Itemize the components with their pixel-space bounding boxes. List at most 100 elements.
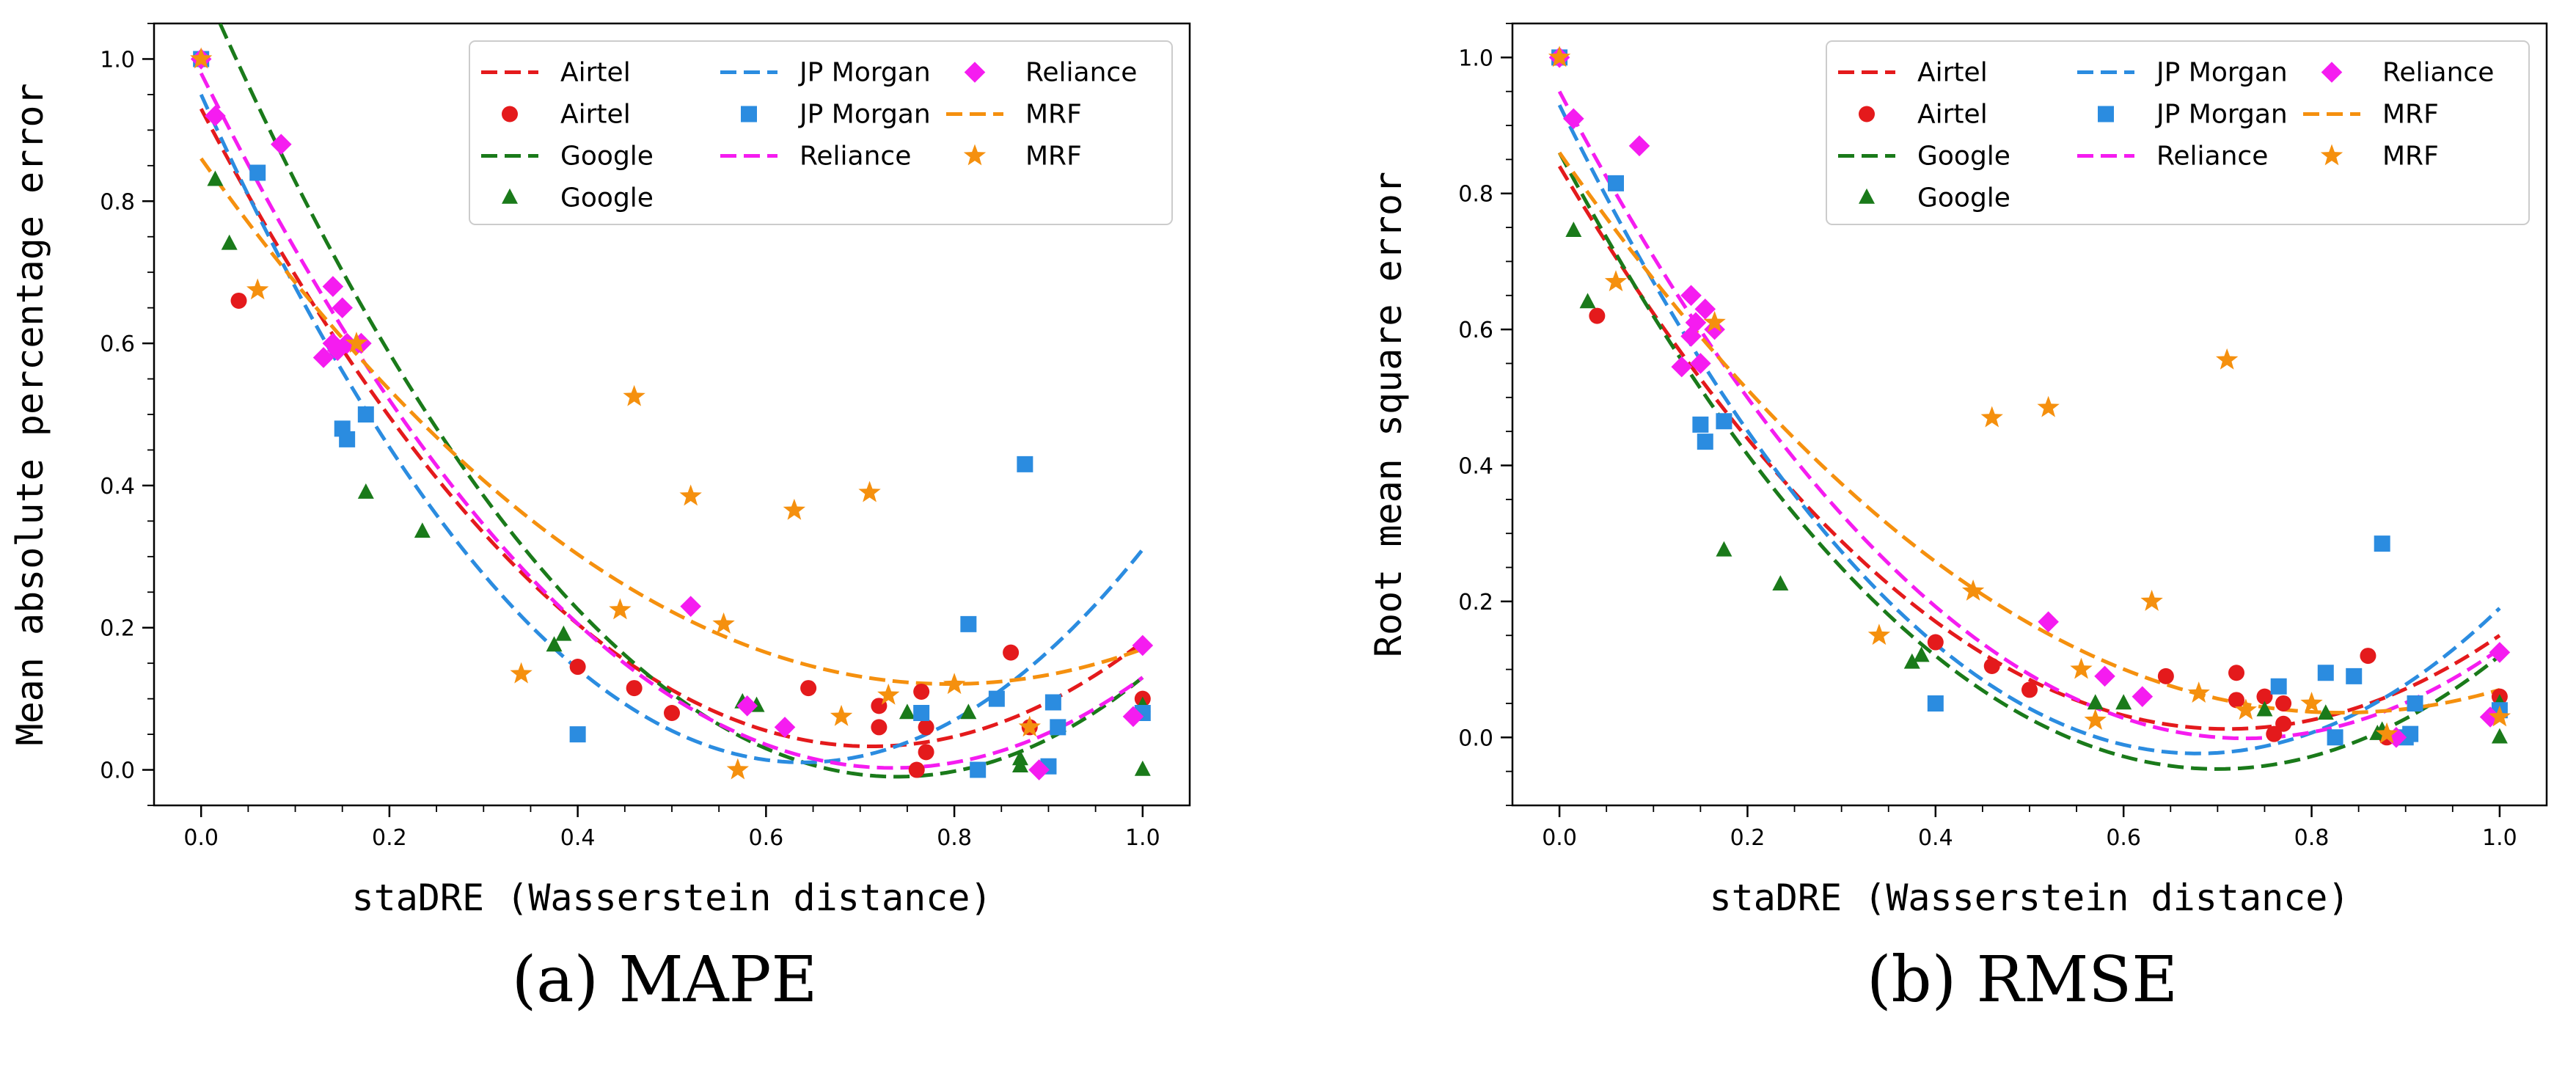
point-airtel	[1589, 307, 1606, 324]
point-reliance	[1563, 108, 1584, 130]
y-tick-label: 1.0	[1458, 45, 1493, 71]
point-mrf	[623, 384, 645, 406]
x-tick-label: 0.8	[937, 825, 972, 851]
point-google	[960, 703, 977, 720]
legend-entry-reliance-fit: Reliance	[2077, 142, 2268, 172]
point-reliance	[2489, 642, 2511, 663]
points-reliance	[1548, 47, 2511, 748]
point-airtel	[2275, 715, 2292, 732]
legend-entry-mrf-points: MRF	[2320, 142, 2439, 172]
point-jp-morgan	[970, 761, 987, 778]
point-mrf	[877, 683, 900, 705]
point-jp-morgan	[2374, 535, 2390, 552]
point-airtel	[230, 292, 247, 309]
point-airtel	[2256, 688, 2273, 705]
x-tick-label: 0.4	[560, 825, 596, 851]
legend: Airtel Airtel Google Google JP Morgan JP Morg…	[1826, 40, 2530, 225]
point-airtel	[2228, 692, 2244, 709]
point-reliance	[1122, 706, 1144, 728]
y-axis: 0.0 0.2 0.4 0.6 0.8 1.0	[1458, 23, 1512, 806]
point-airtel	[569, 659, 586, 676]
y-tick-label: 0.6	[100, 332, 135, 357]
point-jp-morgan	[1050, 719, 1066, 736]
panel-caption: (a) MAPE	[512, 943, 818, 1017]
points-jp-morgan	[193, 51, 1151, 778]
legend-label: Google	[1917, 142, 2010, 172]
legend-entry-google-fit: Google	[1838, 142, 2010, 172]
y-axis: 0.0 0.2 0.4 0.6 0.8 1.0	[100, 23, 154, 806]
y-tick-label: 0.2	[100, 616, 135, 642]
point-jp-morgan	[1692, 416, 1709, 433]
x-tick-label: 0.2	[372, 825, 407, 851]
point-airtel	[626, 680, 643, 697]
y-tick-label: 0.2	[1458, 590, 1493, 615]
point-reliance	[1680, 285, 1702, 307]
x-axis: 0.0 0.2 0.4 0.6 0.8 1.0	[183, 805, 1160, 851]
point-jp-morgan	[1927, 695, 1944, 712]
x-tick-label: 0.0	[183, 825, 219, 851]
point-reliance	[2479, 706, 2501, 728]
legend-label: Reliance	[2156, 142, 2268, 172]
point-mrf	[726, 758, 750, 780]
y-tick-label: 0.8	[100, 189, 135, 215]
point-google	[1772, 575, 1789, 590]
y-tick-label: 1.0	[100, 47, 135, 73]
point-google	[2115, 694, 2132, 710]
legend-label: Google	[1917, 183, 2010, 213]
point-reliance	[1690, 353, 1711, 374]
point-airtel	[1003, 644, 1020, 661]
point-jp-morgan	[2346, 668, 2363, 684]
point-mrf	[1980, 406, 2003, 428]
points-reliance	[190, 48, 1154, 780]
point-jp-morgan	[988, 690, 1005, 707]
points-jp-morgan	[1551, 49, 2508, 746]
point-jp-morgan	[2402, 725, 2419, 742]
x-tick-label: 0.6	[749, 825, 784, 851]
legend-label: MRF	[1025, 100, 1082, 130]
fit-line-airtel	[1557, 165, 2501, 731]
point-mrf	[1961, 579, 1985, 601]
point-mrf	[2187, 681, 2210, 703]
x-axis: 0.0 0.2 0.4 0.6 0.8 1.0	[1542, 805, 2517, 851]
point-google	[1913, 646, 1930, 662]
point-jp-morgan	[1608, 175, 1624, 191]
fit-line-airtel	[199, 108, 1144, 748]
point-reliance	[270, 134, 292, 156]
legend-marker-swatch	[741, 106, 757, 122]
legend-label: Airtel	[560, 58, 631, 88]
point-reliance	[1685, 312, 1707, 334]
point-jp-morgan	[960, 615, 977, 632]
fit-line-mrf	[1558, 151, 2500, 715]
point-mrf	[2300, 692, 2323, 713]
point-google	[357, 483, 374, 499]
fit-line-jp-morgan	[1557, 104, 2501, 756]
legend-entry-google-fit: Google	[481, 142, 654, 172]
legend-entry-jp-morgan-fit: JP Morgan	[2077, 58, 2288, 88]
point-mrf	[190, 47, 213, 69]
legend-entry-google-points: Google	[502, 183, 654, 213]
point-reliance	[2132, 686, 2154, 707]
point-jp-morgan	[1716, 413, 1732, 430]
point-airtel	[2360, 648, 2376, 665]
point-jp-morgan	[357, 406, 374, 423]
point-airtel	[871, 719, 888, 736]
legend-marker-swatch	[2320, 144, 2343, 166]
x-tick-label: 0.2	[1730, 825, 1765, 851]
point-mrf	[1703, 310, 1726, 332]
legend-label: Reliance	[2382, 58, 2494, 88]
point-mrf	[858, 480, 881, 502]
legend-entry-jp-morgan-points: JP Morgan	[741, 100, 931, 130]
point-mrf	[345, 332, 368, 353]
x-tick-label: 1.0	[2482, 825, 2517, 851]
y-tick-label: 0.0	[1458, 725, 1493, 751]
point-reliance	[1694, 299, 1716, 320]
point-jp-morgan	[1017, 456, 1033, 472]
point-google	[221, 234, 238, 250]
point-mrf	[2140, 589, 2163, 611]
point-reliance	[205, 105, 226, 127]
point-jp-morgan	[913, 705, 930, 722]
point-google	[1579, 293, 1596, 309]
point-reliance	[1028, 759, 1050, 780]
point-jp-morgan	[2327, 729, 2343, 746]
x-tick-label: 0.6	[2106, 825, 2141, 851]
